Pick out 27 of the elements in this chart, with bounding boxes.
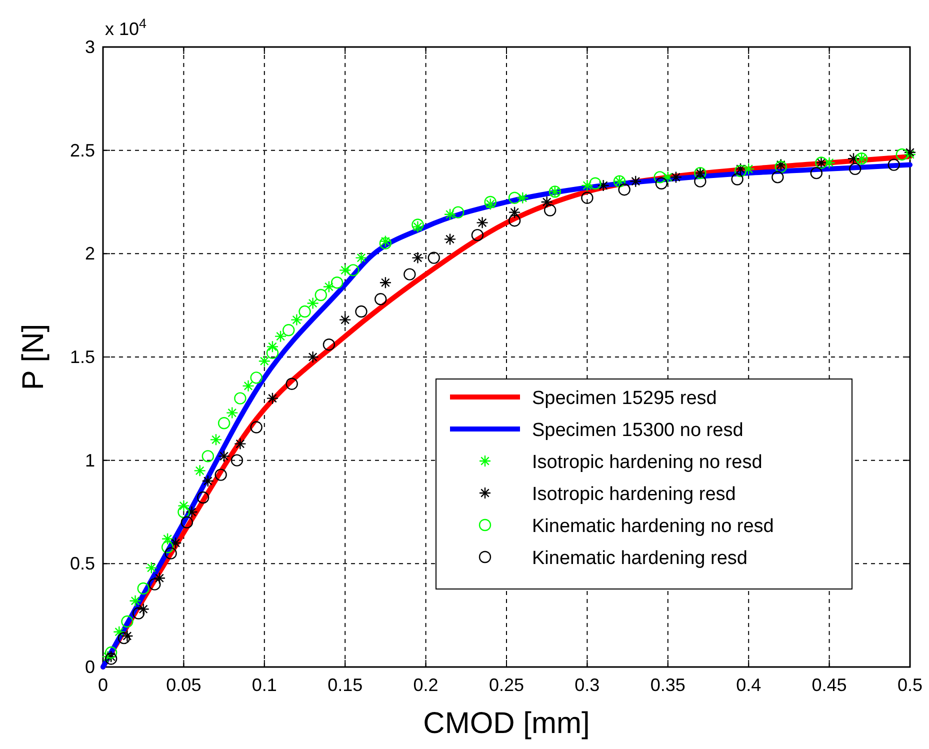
y-tick-label: 1 bbox=[84, 450, 95, 470]
text: x 10$^{4}$ bbox=[105, 16, 148, 39]
x-tick-label: 0.5 bbox=[897, 675, 923, 695]
y-axis-title: P [N] bbox=[17, 324, 50, 390]
x-tick-label: 0.1 bbox=[252, 675, 277, 695]
x-tick-label: 0 bbox=[98, 675, 108, 695]
y-tick-label: 2.5 bbox=[70, 140, 95, 160]
legend-label: Specimen 15300 no resd bbox=[532, 420, 744, 441]
x-tick-label: 0.45 bbox=[812, 675, 847, 695]
x-tick-label: 0.05 bbox=[166, 675, 202, 695]
legend-label: Specimen 15295 resd bbox=[532, 388, 717, 409]
y-tick-label: 0.5 bbox=[70, 554, 95, 574]
legend-label: Isotropic hardening no resd bbox=[532, 452, 762, 473]
y-tick-label: 0 bbox=[84, 657, 95, 677]
x-tick-label: 0.2 bbox=[413, 675, 438, 695]
y-tick-label: 3 bbox=[84, 37, 95, 57]
x-tick-label: 0.35 bbox=[650, 675, 686, 695]
legend-label: Kinematic hardening resd bbox=[532, 548, 748, 569]
legend-label: Isotropic hardening resd bbox=[532, 484, 736, 505]
y-tick-label: 2 bbox=[84, 244, 95, 264]
x-tick-label: 0.3 bbox=[574, 675, 600, 695]
y-tick-label: 1.5 bbox=[70, 347, 95, 367]
x-tick-label: 0.4 bbox=[736, 675, 762, 695]
x-axis-title: CMOD [mm] bbox=[423, 707, 590, 740]
x-tick-label: 0.15 bbox=[328, 675, 363, 695]
x-tick-label: 0.25 bbox=[488, 675, 524, 695]
legend-label: Kinematic hardening no resd bbox=[532, 516, 774, 537]
